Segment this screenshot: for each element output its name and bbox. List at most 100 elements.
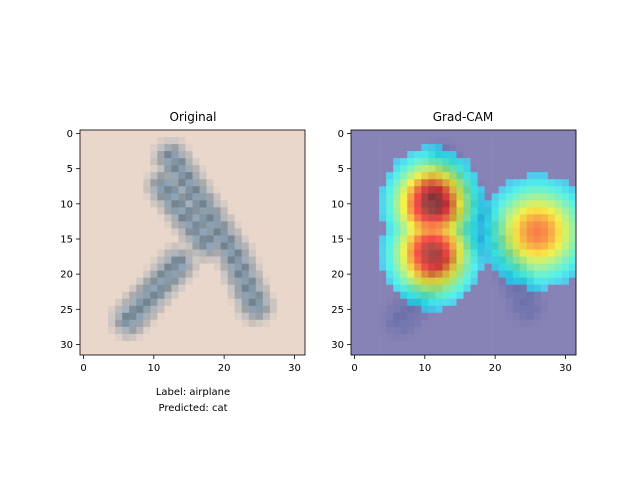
pixel (80, 291, 88, 300)
pixel (351, 130, 359, 138)
pixel (206, 151, 214, 159)
pixel (255, 347, 264, 356)
pixel (526, 270, 535, 278)
pixel (498, 179, 506, 187)
pixel (393, 263, 401, 271)
pixel (80, 214, 88, 222)
pixel (94, 312, 102, 321)
pixel (442, 249, 450, 257)
pixel (449, 158, 457, 166)
pixel (484, 200, 492, 208)
pixel (547, 130, 556, 138)
pixel (407, 305, 415, 314)
pixel (248, 172, 257, 180)
pixel (421, 151, 429, 159)
pixel (276, 298, 285, 307)
pixel (456, 235, 464, 243)
pixel (505, 340, 514, 349)
pixel (262, 333, 271, 342)
pixel (185, 242, 193, 250)
pixel (213, 277, 221, 285)
pixel (241, 144, 250, 152)
pixel (400, 326, 408, 335)
pixel (365, 326, 373, 335)
pixel (428, 319, 436, 328)
pixel (372, 249, 380, 257)
pixel (449, 298, 457, 307)
pixel (101, 151, 109, 159)
pixel (297, 277, 306, 285)
pixel (358, 151, 366, 159)
pixel (519, 312, 528, 321)
pixel (94, 235, 102, 243)
pixel (449, 186, 457, 194)
y-tick-label: 0 (338, 129, 344, 140)
pixel (456, 165, 464, 173)
pixel (463, 333, 471, 342)
pixel (269, 256, 278, 264)
pixel (372, 172, 380, 180)
pixel (540, 242, 549, 250)
pixel (136, 256, 144, 264)
pixel (449, 249, 457, 257)
pixel (554, 158, 563, 166)
pixel (568, 284, 577, 293)
pixel (351, 305, 359, 314)
pixel (379, 228, 387, 236)
pixel (108, 319, 116, 328)
pixel (108, 193, 116, 201)
pixel (400, 312, 408, 321)
pixel (178, 326, 186, 335)
pixel (428, 228, 436, 236)
pixel (150, 305, 158, 314)
pixel (122, 186, 130, 194)
pixel (498, 130, 506, 138)
pixel (491, 214, 499, 222)
pixel (283, 326, 292, 335)
pixel (512, 144, 521, 152)
pixel (115, 179, 123, 187)
pixel (255, 193, 264, 201)
pixel (220, 263, 228, 271)
pixel (178, 221, 186, 229)
pixel (115, 284, 123, 293)
pixel (87, 347, 95, 356)
pixel (185, 326, 193, 335)
pixel (505, 319, 514, 328)
pixel (206, 179, 214, 187)
pixel (449, 130, 457, 138)
pixel (568, 235, 577, 243)
pixel (561, 305, 570, 314)
pixel (435, 228, 443, 236)
pixel (94, 277, 102, 285)
pixel (143, 263, 151, 271)
pixel (255, 130, 264, 138)
pixel (157, 263, 165, 271)
pixel (435, 130, 443, 138)
pixel (365, 256, 373, 264)
pixel (227, 144, 235, 152)
pixel (255, 158, 264, 166)
pixel (150, 179, 158, 187)
pixel (400, 235, 408, 243)
pixel (150, 256, 158, 264)
pixel (505, 256, 514, 264)
pixel (276, 214, 285, 222)
pixel (428, 242, 436, 250)
pixel (248, 333, 257, 342)
pixel (470, 347, 478, 356)
pixel (248, 242, 257, 250)
pixel (393, 137, 401, 145)
pixel (122, 137, 130, 145)
pixel (372, 333, 380, 342)
pixel (519, 319, 528, 328)
pixel (414, 277, 422, 285)
pixel (283, 165, 292, 173)
pixel (150, 172, 158, 180)
pixel (484, 319, 492, 328)
pixel (290, 186, 299, 194)
pixel (428, 130, 436, 138)
pixel (400, 193, 408, 201)
pixel (372, 137, 380, 145)
pixel (533, 319, 542, 328)
